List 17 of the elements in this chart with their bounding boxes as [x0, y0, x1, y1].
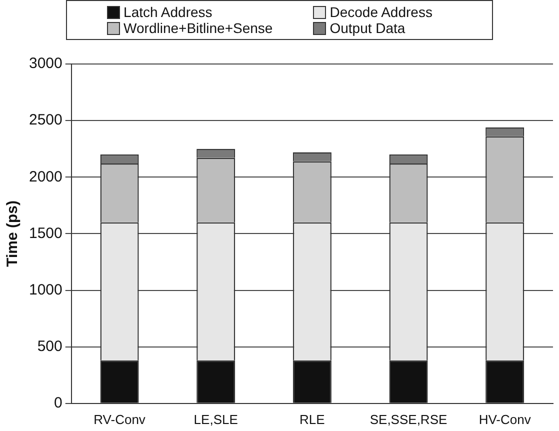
y-tick-label: 0 [54, 394, 62, 412]
y-tick-label: 1000 [28, 281, 62, 298]
legend-label: Decode Address [330, 4, 432, 20]
x-tick-label: LE,SLE [194, 412, 238, 427]
y-tick-label: 2500 [28, 112, 62, 129]
legend-label: Latch Address [124, 4, 212, 20]
y-tick-label: 3000 [28, 55, 62, 72]
y-tick-label: 2000 [28, 168, 62, 186]
x-tick-label: SE,SSE,RSE [370, 412, 448, 427]
x-tick-label: RLE [300, 412, 326, 427]
y-tick-label: 500 [37, 338, 62, 355]
y-tick-label: 1500 [28, 224, 62, 242]
x-tick-label: RV-Conv [94, 412, 146, 427]
legend-label: Wordline+Bitline+Sense [124, 20, 273, 36]
legend-label: Output Data [330, 20, 406, 36]
x-tick-label: HV-Conv [478, 412, 532, 427]
y-axis-title: Time (ps) [4, 200, 22, 267]
